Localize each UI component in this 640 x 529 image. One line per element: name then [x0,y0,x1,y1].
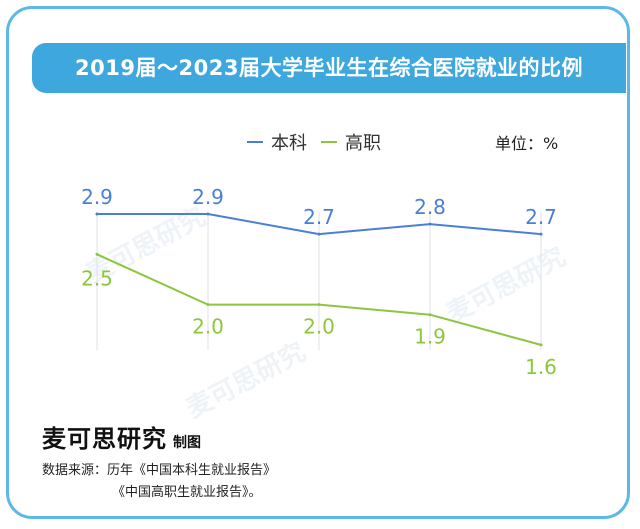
data-label: 1.6 [525,355,557,379]
data-point [317,303,321,307]
data-label: 2.5 [81,266,113,290]
legend-item-series-1: 本科 [247,129,307,155]
data-point [539,343,543,347]
brand-name: 麦可思研究 [42,425,167,453]
data-label: 2.9 [81,185,113,209]
brand: 麦可思研究 制图 [42,419,201,454]
data-point [317,232,321,236]
data-point [95,212,99,216]
brand-suffix: 制图 [173,435,201,451]
data-label: 2.9 [192,185,224,209]
unit-label: 单位：% [495,134,559,153]
data-label: 1.9 [414,325,446,349]
legend: 本科 高职 [247,128,395,156]
legend-swatch-series-1 [247,141,263,143]
data-point [428,222,432,226]
legend-label-series-2: 高职 [345,133,381,154]
data-point [539,232,543,236]
source-line-1: 数据来源：历年《中国本科生就业报告》 [42,463,277,478]
data-point [428,313,432,317]
data-label: 2.7 [525,205,557,229]
legend-item-series-2: 高职 [321,129,381,155]
chart-title: 2019届～2023届大学毕业生在综合医院就业的比例 [32,43,626,93]
data-label: 2.0 [303,315,335,339]
legend-swatch-series-2 [321,141,337,143]
legend-label-series-1: 本科 [271,133,307,154]
data-label: 2.8 [414,195,446,219]
data-label: 2.7 [303,205,335,229]
source-line-2: 《中国高职生就业报告》。 [112,485,262,500]
data-label: 2.0 [192,315,224,339]
data-point [95,252,99,256]
data-point [206,303,210,307]
data-point [206,212,210,216]
